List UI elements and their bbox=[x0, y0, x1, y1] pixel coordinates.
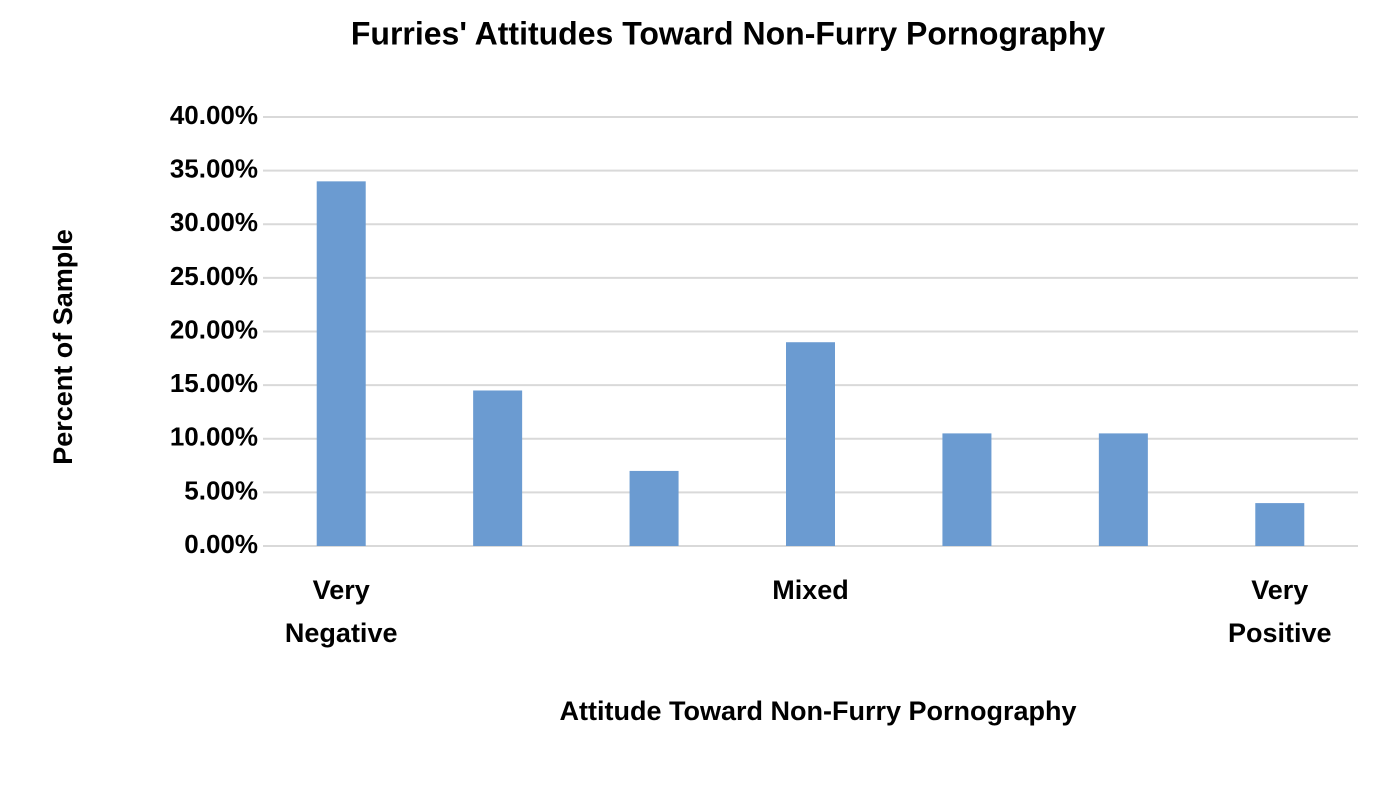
x-tick-label: Very Positive bbox=[1228, 575, 1332, 648]
y-tick-label: 15.00% bbox=[170, 368, 258, 398]
bar bbox=[473, 390, 523, 546]
y-tick-label: 0.00% bbox=[184, 529, 258, 559]
bar bbox=[316, 181, 366, 546]
bar bbox=[1255, 503, 1305, 546]
x-tick-label: Very Negative bbox=[284, 575, 398, 648]
y-tick-label: 10.00% bbox=[170, 422, 258, 452]
y-tick-label: 5.00% bbox=[184, 475, 258, 505]
y-tick-label: 40.00% bbox=[170, 100, 258, 130]
x-axis-title: Attitude Toward Non-Furry Pornography bbox=[560, 696, 1077, 726]
chart-title: Furries' Attitudes Toward Non-Furry Porn… bbox=[351, 15, 1106, 51]
y-tick-label: 20.00% bbox=[170, 314, 258, 344]
y-tick-label: 35.00% bbox=[170, 154, 258, 184]
bar bbox=[942, 433, 992, 546]
y-tick-label: 30.00% bbox=[170, 207, 258, 237]
bar bbox=[629, 470, 679, 546]
y-tick-label: 25.00% bbox=[170, 261, 258, 291]
x-tick-label: Mixed bbox=[772, 575, 849, 605]
bar bbox=[786, 342, 835, 546]
y-axis-title: Percent of Sample bbox=[48, 229, 78, 465]
bar bbox=[1098, 433, 1148, 546]
